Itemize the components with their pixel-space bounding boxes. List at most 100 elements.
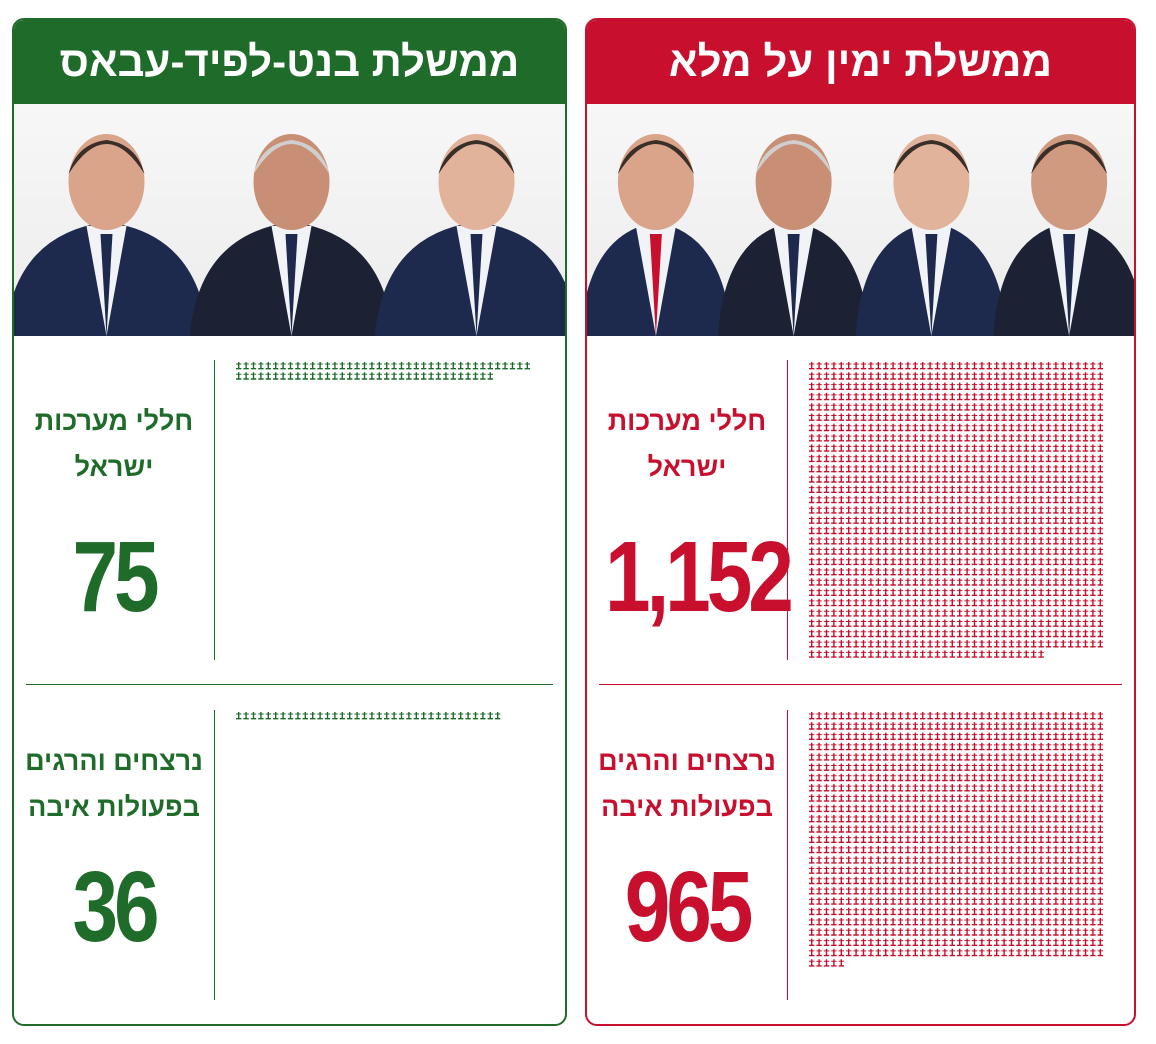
icon [905,392,911,401]
icon [1031,465,1037,473]
icon [905,403,911,411]
icon [838,413,844,421]
icon [994,845,1000,854]
icon [957,794,963,802]
icon [1045,856,1052,864]
icon [979,887,985,895]
icon [912,928,918,936]
icon [831,609,837,617]
icon [1053,557,1059,566]
icon [1045,526,1052,535]
icon [1068,495,1074,504]
icon [809,413,815,421]
icon [912,403,918,411]
icon [979,578,985,586]
icon [1045,475,1052,483]
icon [823,866,830,874]
icon [920,454,926,463]
icon [942,588,948,596]
icon [875,392,881,401]
icon [1090,526,1096,535]
head [1031,134,1108,230]
icon [1060,362,1066,370]
icon [1008,907,1015,916]
icon [480,362,486,370]
icon [986,485,992,493]
icon [465,372,471,380]
icon [905,825,911,833]
icon [979,640,985,648]
icon [1008,434,1015,442]
icon [1031,475,1037,483]
icon [883,557,889,566]
icon [1008,392,1015,401]
icon [1068,640,1074,648]
icon [890,845,896,854]
icon [957,866,963,874]
icon [1053,835,1059,843]
icon [846,434,852,442]
icon [890,434,896,442]
icon [853,784,859,792]
icon [890,598,896,607]
icon [927,887,933,895]
icon [846,753,852,761]
icon [1045,382,1052,390]
icon [883,516,889,524]
icon [897,568,904,576]
icon [347,372,353,380]
icon [1068,598,1074,607]
icon [1045,537,1052,545]
icon [265,712,271,720]
icon [1045,712,1052,720]
icon [1031,588,1037,596]
icon [1075,835,1081,843]
icon [1008,876,1015,885]
icon [971,907,978,916]
icon [964,866,970,874]
icon [1001,392,1007,401]
icon [942,413,948,421]
icon [809,650,815,658]
icon [964,887,970,895]
icon [831,557,837,566]
icon [853,392,859,401]
icon [883,465,889,473]
icon [964,434,970,442]
icon [927,722,933,730]
icon [823,815,830,823]
icon [458,362,464,370]
icon [413,712,419,720]
icon [986,948,992,957]
icon [860,897,867,905]
icon [816,845,822,854]
icon [897,434,904,442]
icon [1075,495,1081,504]
icon [979,722,985,730]
icon [868,413,874,421]
icon [875,825,881,833]
icon [838,465,844,473]
icon [986,629,992,638]
icon [957,876,963,885]
icon [1008,918,1015,926]
icon [971,815,978,823]
icon [1008,887,1015,895]
icon [883,403,889,411]
icon [934,640,941,648]
icon [831,629,837,638]
icon [831,506,837,514]
icon [860,465,867,473]
icon [1001,712,1007,720]
icon [971,598,978,607]
icon [890,712,896,720]
icon [1045,897,1052,905]
icon [1008,485,1015,493]
icon [920,526,926,535]
icon [1038,928,1044,936]
icon [994,815,1000,823]
icon [890,804,896,813]
icon [823,835,830,843]
icon [979,928,985,936]
icon [1031,619,1037,627]
